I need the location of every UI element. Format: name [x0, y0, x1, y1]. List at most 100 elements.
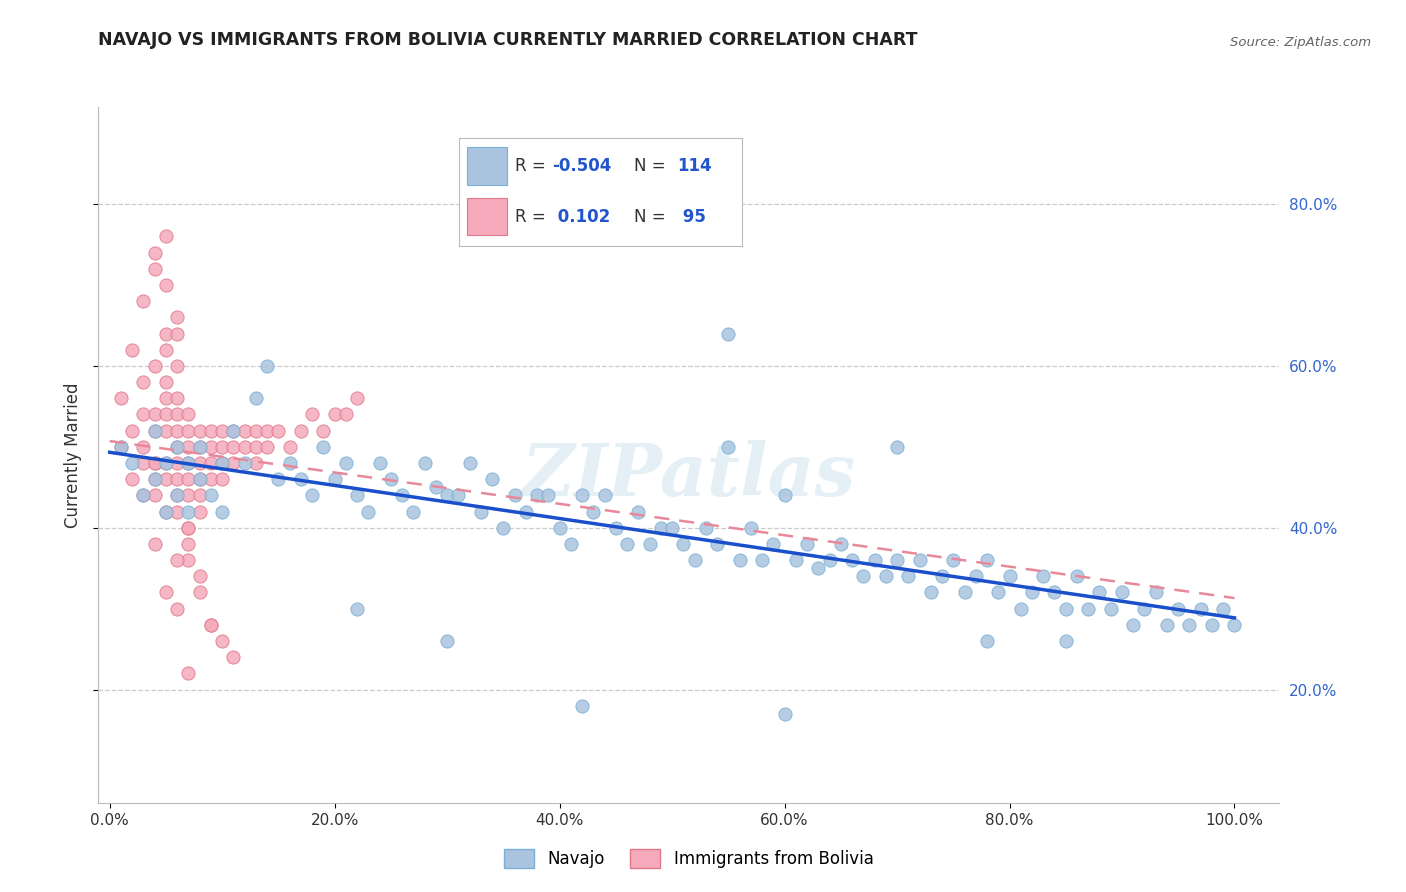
Point — [1189, 601, 1212, 615]
Point — [1043, 585, 1066, 599]
Point — [211, 456, 233, 470]
Point — [571, 488, 593, 502]
Point — [1122, 617, 1144, 632]
Point — [751, 553, 773, 567]
Point — [245, 392, 267, 406]
Point — [773, 706, 796, 721]
Point — [391, 488, 413, 502]
Point — [188, 504, 211, 518]
Point — [1144, 585, 1167, 599]
Point — [796, 537, 818, 551]
Point — [897, 569, 920, 583]
Point — [323, 408, 346, 422]
Point — [233, 456, 256, 470]
Point — [740, 521, 762, 535]
Point — [717, 326, 740, 341]
Y-axis label: Currently Married: Currently Married — [65, 382, 83, 528]
Point — [773, 488, 796, 502]
Point — [627, 504, 650, 518]
Point — [132, 408, 155, 422]
Point — [1156, 617, 1178, 632]
Point — [143, 537, 166, 551]
Point — [132, 488, 155, 502]
Point — [166, 553, 188, 567]
Text: R =: R = — [516, 208, 551, 226]
Point — [256, 359, 278, 373]
Point — [402, 504, 425, 518]
Point — [211, 634, 233, 648]
Point — [166, 456, 188, 470]
Point — [211, 472, 233, 486]
Point — [436, 634, 458, 648]
Point — [222, 456, 245, 470]
Point — [425, 480, 447, 494]
Point — [931, 569, 953, 583]
Point — [346, 601, 368, 615]
Bar — [467, 147, 506, 185]
Point — [1099, 601, 1122, 615]
Point — [166, 440, 188, 454]
Point — [155, 408, 177, 422]
Bar — [467, 198, 506, 235]
Point — [143, 261, 166, 276]
Point — [143, 408, 166, 422]
Point — [976, 634, 998, 648]
Point — [301, 488, 323, 502]
Point — [1054, 601, 1077, 615]
Point — [560, 537, 582, 551]
Point — [1111, 585, 1133, 599]
Point — [211, 456, 233, 470]
Point — [143, 245, 166, 260]
Point — [155, 456, 177, 470]
Point — [571, 698, 593, 713]
Point — [335, 456, 357, 470]
Point — [155, 326, 177, 341]
Point — [357, 504, 380, 518]
Point — [166, 392, 188, 406]
Point — [155, 424, 177, 438]
Point — [177, 456, 200, 470]
Point — [436, 488, 458, 502]
Point — [256, 440, 278, 454]
Point — [155, 456, 177, 470]
Point — [1054, 634, 1077, 648]
Point — [278, 456, 301, 470]
Point — [166, 601, 188, 615]
Point — [155, 343, 177, 357]
Point — [1167, 601, 1189, 615]
Point — [166, 424, 188, 438]
Point — [132, 456, 155, 470]
Point — [301, 408, 323, 422]
Point — [987, 585, 1010, 599]
Point — [886, 553, 908, 567]
Point — [346, 392, 368, 406]
Point — [121, 456, 143, 470]
Point — [526, 488, 548, 502]
Point — [188, 440, 211, 454]
Point — [593, 488, 616, 502]
Text: Source: ZipAtlas.com: Source: ZipAtlas.com — [1230, 36, 1371, 49]
Point — [121, 343, 143, 357]
Point — [166, 408, 188, 422]
Point — [200, 440, 222, 454]
Point — [110, 440, 132, 454]
Point — [132, 375, 155, 389]
Point — [200, 617, 222, 632]
Point — [447, 488, 470, 502]
Point — [188, 569, 211, 583]
Point — [121, 472, 143, 486]
Point — [177, 521, 200, 535]
Point — [188, 488, 211, 502]
Point — [211, 504, 233, 518]
Point — [706, 537, 728, 551]
Point — [155, 472, 177, 486]
Text: 114: 114 — [676, 157, 711, 175]
Point — [177, 553, 200, 567]
Point — [503, 488, 526, 502]
Text: 95: 95 — [676, 208, 706, 226]
Point — [200, 456, 222, 470]
Point — [143, 456, 166, 470]
Point — [143, 424, 166, 438]
Point — [290, 472, 312, 486]
Point — [188, 440, 211, 454]
